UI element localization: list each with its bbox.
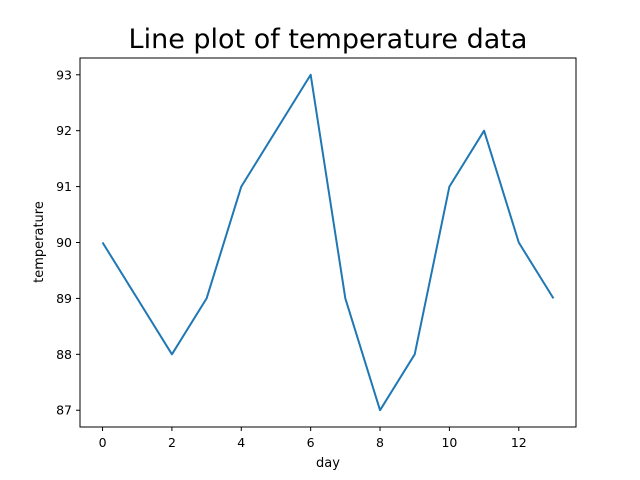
y-tick-label: 88 — [56, 347, 72, 362]
x-axis-label: day — [316, 456, 340, 471]
x-tick-label: 4 — [237, 435, 245, 450]
series-line — [101, 73, 555, 412]
y-tick-label: 91 — [56, 179, 72, 194]
x-axis-ticks: 0 2 4 6 8 10 12 — [99, 427, 527, 450]
x-tick-label: 10 — [441, 435, 457, 450]
y-axis-ticks: 87 88 89 90 91 92 93 — [56, 67, 80, 418]
chart-title: Line plot of temperature data — [129, 24, 528, 55]
plot-area — [80, 58, 576, 427]
x-tick-label: 8 — [376, 435, 384, 450]
series-layer — [101, 73, 555, 412]
plot-frame — [79, 57, 577, 428]
x-tick-label: 2 — [168, 435, 176, 450]
y-tick-label: 92 — [56, 123, 72, 138]
y-tick-label: 89 — [56, 291, 72, 306]
x-tick-label: 12 — [511, 435, 527, 450]
x-tick-label: 0 — [99, 435, 107, 450]
y-tick-label: 87 — [56, 403, 72, 418]
y-tick-label: 93 — [56, 67, 72, 82]
x-tick-label: 6 — [307, 435, 315, 450]
y-tick-label: 90 — [56, 235, 72, 250]
y-axis-label: temperature — [32, 201, 47, 283]
